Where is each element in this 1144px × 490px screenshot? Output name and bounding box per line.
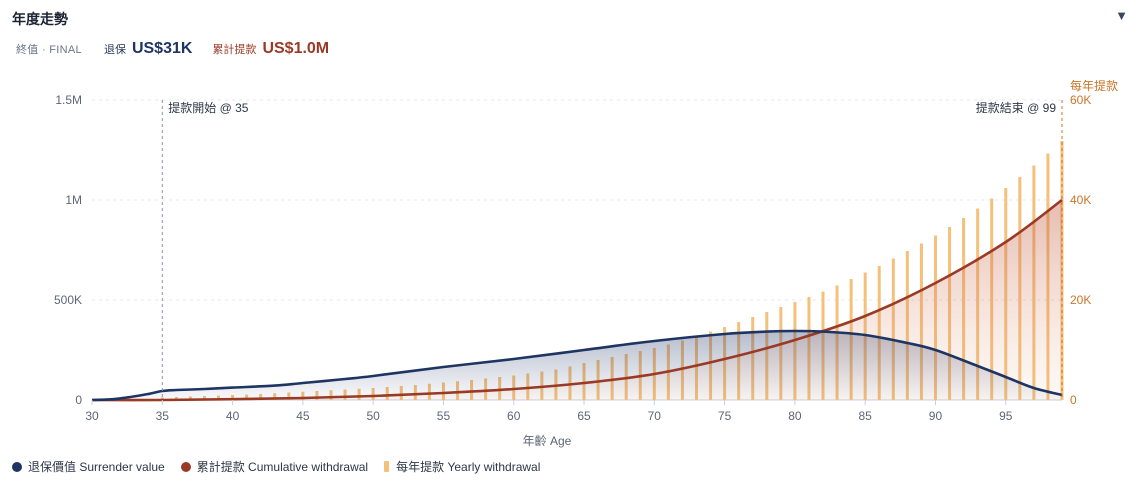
chart-header: 年度走勢 ▼	[12, 8, 1132, 28]
status-label: 終值 · FINAL	[16, 44, 82, 56]
cumulative-label: 累計提款	[212, 44, 257, 56]
legend-item-yearly[interactable]: 每年提款 Yearly withdrawal	[384, 458, 540, 475]
x-axis-tick-label: 80	[788, 409, 802, 423]
x-axis-label: 年齡 Age	[523, 434, 572, 448]
right-axis-tick-label: 40K	[1070, 193, 1091, 207]
legend-bar-yearly-icon	[384, 461, 390, 472]
cumulative-withdrawal-line	[91, 198, 1063, 402]
x-axis-tick-label: 75	[718, 409, 732, 423]
series-lines	[91, 198, 1063, 402]
legend-label-surrender: 退保價值 Surrender value	[28, 460, 165, 474]
cumulative-value: US$1.0M	[262, 40, 330, 57]
right-axis-tick-label: 20K	[1070, 293, 1091, 307]
summary-bar: 終值 · FINAL 退保 US$31K 累計提款 US$1.0M	[16, 40, 349, 64]
x-axis-tick-label: 50	[366, 409, 380, 423]
left-axis-tick-label: 1M	[65, 193, 82, 207]
legend-dot-cumulative-icon	[180, 461, 191, 472]
right-axis-title: 每年提款	[1070, 80, 1118, 93]
collapse-chevron-icon[interactable]: ▼	[1115, 8, 1128, 23]
left-axis-tick-label: 0	[75, 393, 82, 407]
annotations: 提款開始 @ 35 提款結束 @ 99	[161, 100, 1063, 400]
x-axis-tick-label: 35	[156, 409, 170, 423]
x-axis-tick-label: 40	[226, 409, 240, 423]
annotation-label: 提款結束 @ 99	[976, 100, 1057, 115]
surrender-value-line	[91, 329, 1063, 402]
x-axis-tick-label: 95	[999, 409, 1013, 423]
annual-trend-chart: 提款開始 @ 35 提款結束 @ 99 0 500K 1M 1.5M 0 20K 40K 60K…	[54, 80, 1118, 448]
chart-title: 年度走勢	[12, 11, 68, 27]
legend-item-surrender[interactable]: 退保價值 Surrender value	[12, 458, 165, 475]
x-axis-tick-label: 55	[437, 409, 451, 423]
surrender-label: 退保	[103, 44, 126, 56]
surrender-value: US$31K	[131, 40, 193, 57]
cumulative-withdrawal-area	[92, 200, 1062, 401]
x-axis-tick-label: 45	[296, 409, 310, 423]
legend-dot-surrender-icon	[12, 461, 22, 472]
x-axis-tick-label: 60	[507, 409, 521, 423]
left-axis-tick-label: 1.5M	[55, 93, 82, 107]
right-axis-tick-label: 60K	[1070, 93, 1091, 107]
legend-label-yearly: 每年提款 Yearly withdrawal	[396, 460, 541, 474]
annotation-label: 提款開始 @ 35	[168, 100, 249, 115]
x-axis-tick-label: 30	[85, 409, 99, 423]
legend-label-cumulative: 累計提款 Cumulative withdrawal	[196, 460, 369, 474]
legend: 退保價值 Surrender value 累計提款 Cumulative wit…	[12, 458, 556, 475]
legend-item-cumulative[interactable]: 累計提款 Cumulative withdrawal	[180, 458, 369, 475]
x-axis-tick-label: 70	[648, 409, 662, 423]
x-axis-tick-label: 65	[577, 409, 591, 423]
right-axis-tick-label: 0	[1070, 393, 1077, 407]
series-areas	[92, 200, 1062, 401]
x-axis-tick-label: 90	[929, 409, 943, 423]
x-axis-tick-label: 85	[859, 409, 873, 423]
left-axis-tick-label: 500K	[54, 293, 82, 307]
